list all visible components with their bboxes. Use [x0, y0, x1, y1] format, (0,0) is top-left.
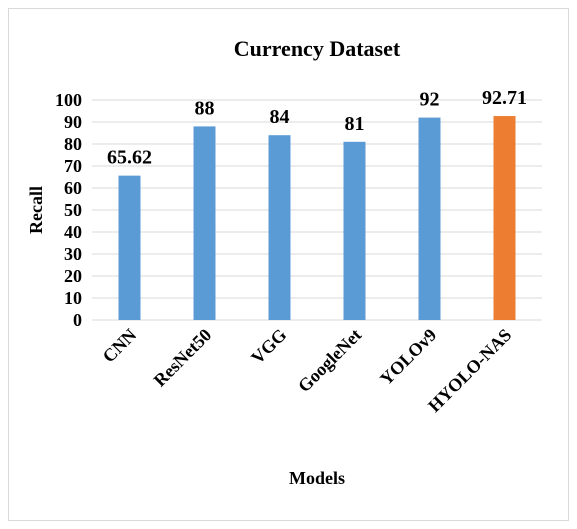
bar	[418, 117, 441, 320]
y-tick-label: 40	[64, 222, 82, 242]
bar	[493, 116, 516, 321]
data-label: 92.71	[482, 87, 527, 109]
y-tick-label: 10	[64, 288, 82, 308]
y-tick-label: 60	[64, 178, 82, 198]
y-tick-label: 80	[64, 134, 82, 154]
y-tick-label: 90	[64, 112, 82, 132]
y-tick-label: 30	[64, 244, 82, 264]
bar	[193, 126, 216, 321]
data-label: 92	[420, 89, 440, 111]
data-label: 65.62	[107, 147, 152, 169]
y-tick-label: 70	[64, 156, 82, 176]
bar	[268, 135, 291, 320]
y-tick-label: 0	[73, 310, 82, 330]
data-label: 84	[270, 106, 290, 128]
y-tick-label: 100	[55, 90, 82, 110]
bar	[118, 175, 141, 320]
y-axis-label: Recall	[26, 186, 46, 234]
chart-title: Currency Dataset	[234, 36, 401, 61]
y-tick-label: 50	[64, 200, 82, 220]
y-tick-label: 20	[64, 266, 82, 286]
x-axis-label: Models	[289, 468, 345, 488]
data-label: 81	[345, 113, 365, 135]
data-label: 88	[195, 97, 215, 119]
bar	[343, 141, 366, 320]
